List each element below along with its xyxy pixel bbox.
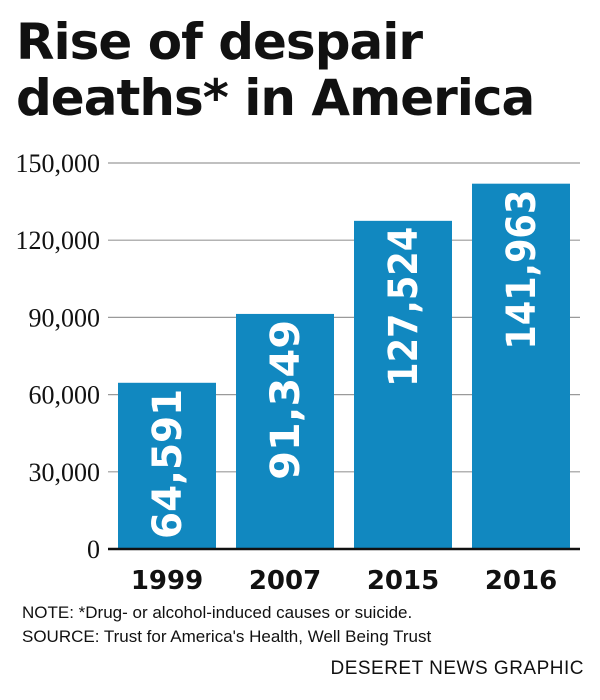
bar-2016 — [472, 183, 570, 549]
y-tick-label: 60,000 — [29, 381, 101, 410]
y-tick-label: 0 — [87, 535, 100, 564]
title-line-2: deaths* in America — [16, 69, 535, 127]
bar-chart: 0 30,000 60,000 90,000 120,000 150,000 64,591 1… — [16, 149, 580, 596]
y-tick-label: 30,000 — [29, 458, 101, 487]
x-tick-label: 1999 — [131, 566, 203, 596]
bar-2007 — [236, 313, 334, 549]
y-tick-label: 90,000 — [29, 303, 101, 332]
bar-2015 — [354, 220, 452, 549]
x-tick-label: 2015 — [367, 566, 439, 596]
footnote: NOTE: *Drug- or alcohol-induced causes o… — [22, 603, 413, 622]
data-label: 141,963 — [499, 190, 545, 350]
data-label: 91,349 — [263, 320, 309, 480]
y-tick-label: 150,000 — [16, 149, 101, 178]
y-tick-label: 120,000 — [16, 226, 101, 255]
title-line-1: Rise of despair — [16, 13, 423, 71]
graphic-credit: DESERET NEWS GRAPHIC — [330, 658, 584, 679]
x-tick-label: 2007 — [249, 566, 321, 596]
source-line: SOURCE: Trust for America's Health, Well… — [22, 627, 432, 646]
x-tick-label: 2016 — [485, 566, 557, 596]
data-label: 64,591 — [145, 389, 191, 539]
data-label: 127,524 — [381, 227, 427, 387]
chart-title: Rise of despair deaths* in America — [16, 14, 586, 126]
bar-1999 — [118, 382, 216, 549]
